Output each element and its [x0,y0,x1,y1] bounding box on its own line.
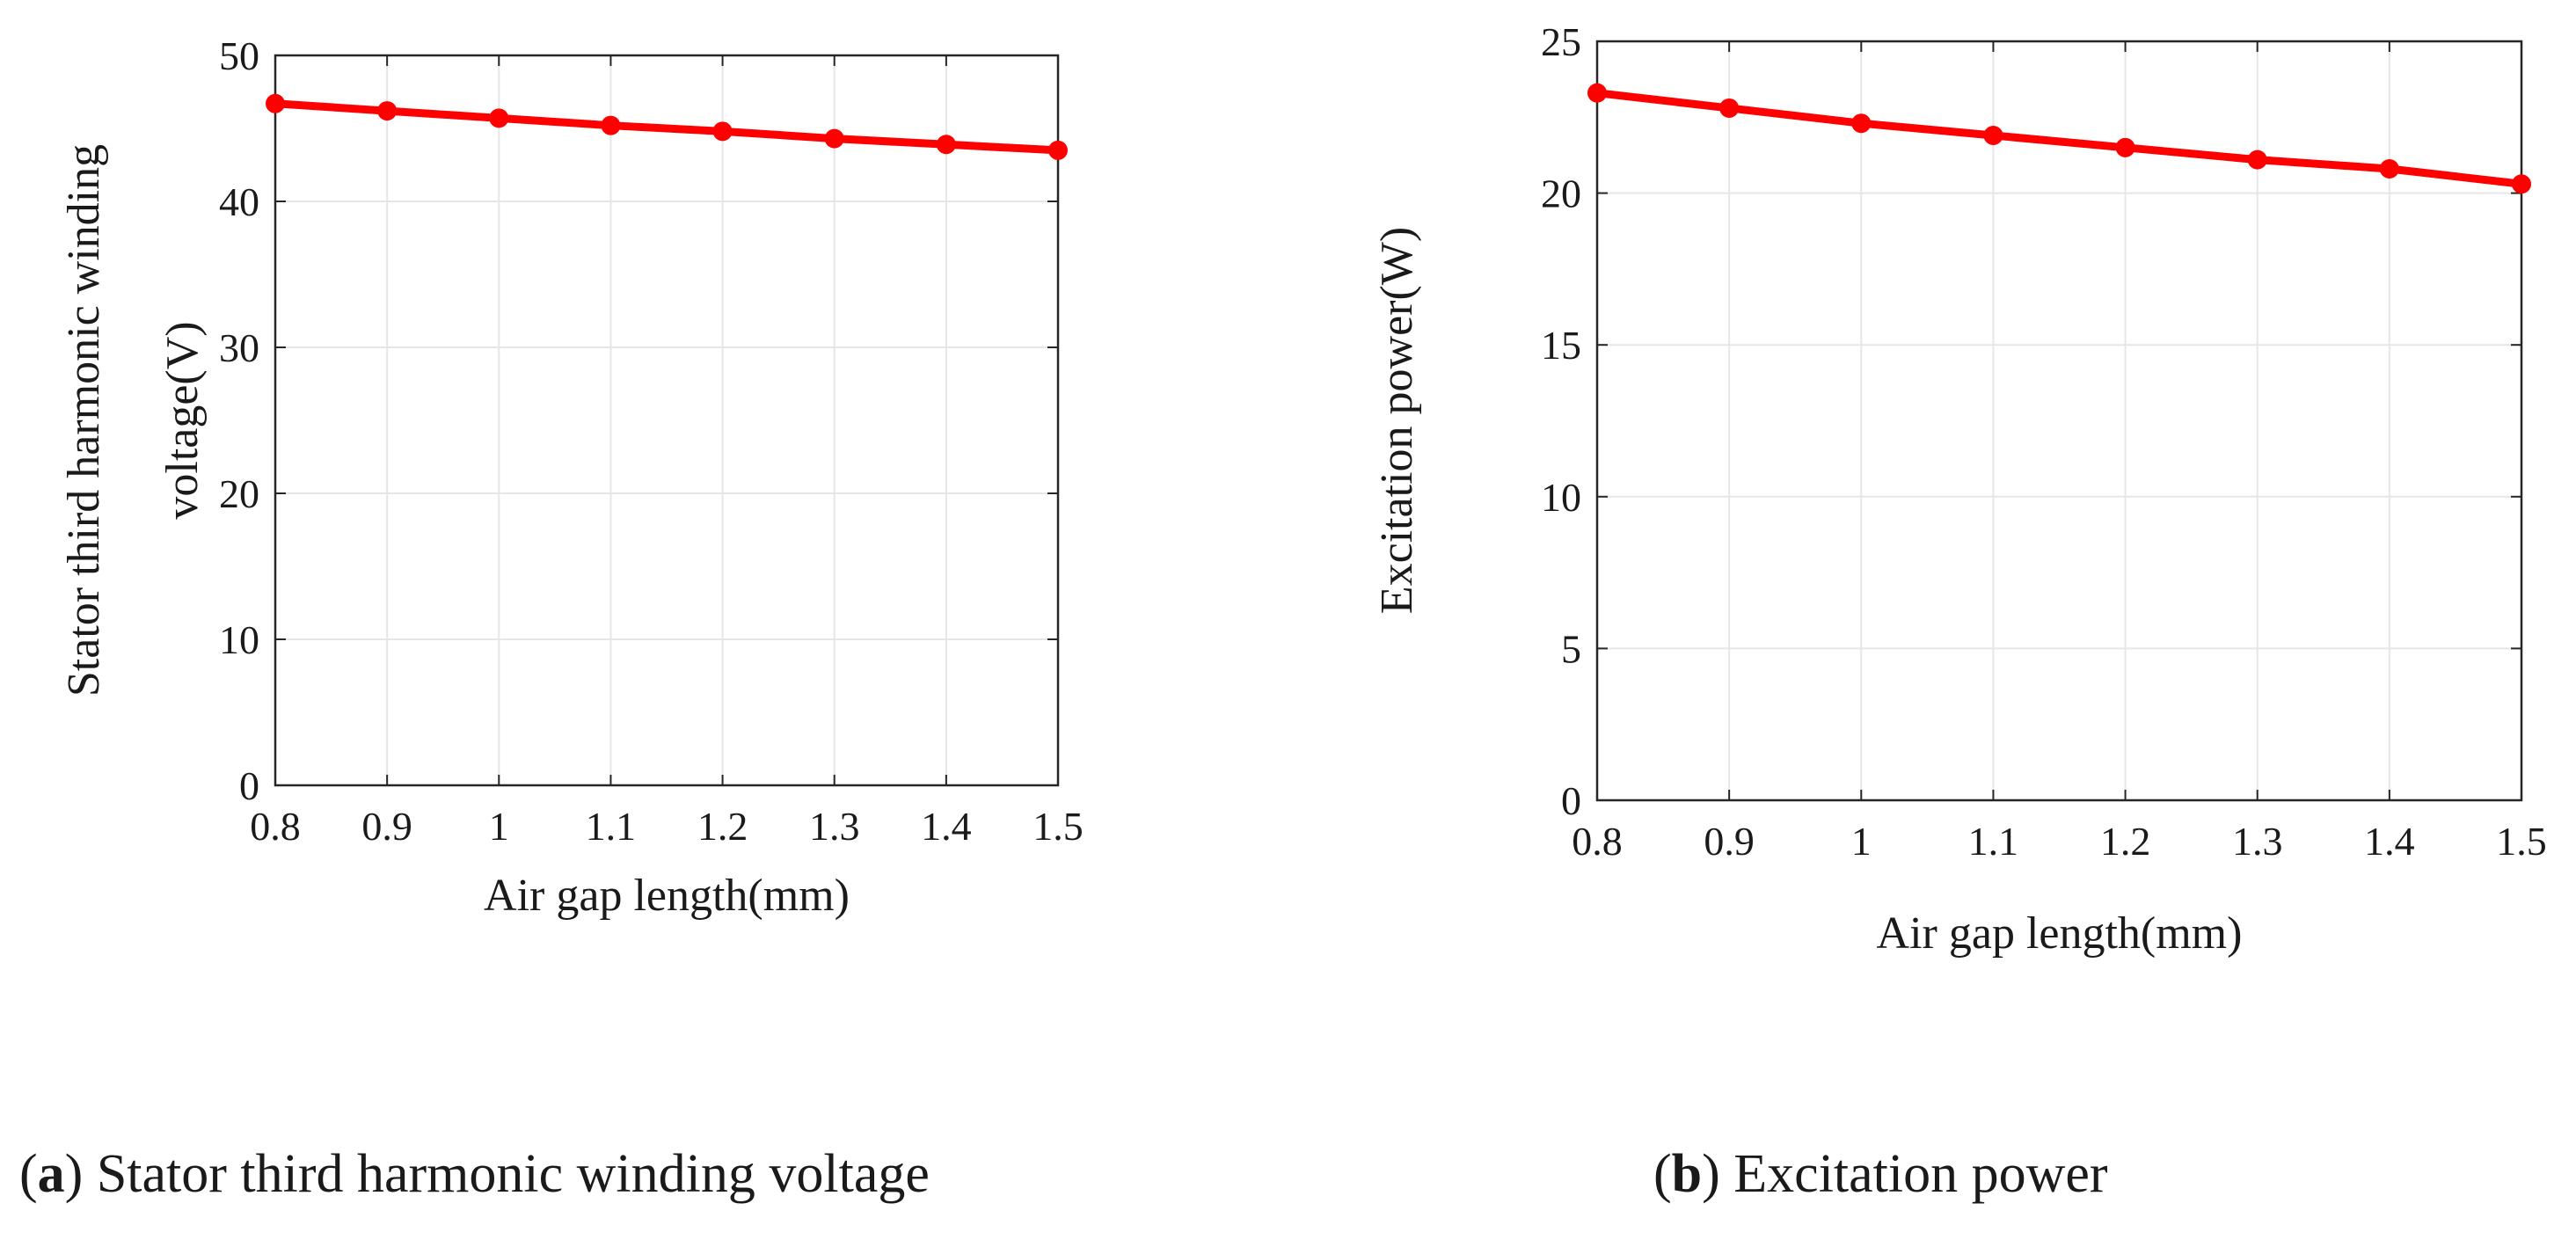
data-point [1719,98,1740,118]
x-tick-label: 1.1 [586,804,637,849]
caption-a-text: Stator third harmonic winding voltage [96,1144,930,1204]
caption-b-letter: b [1671,1144,1703,1204]
x-tick-label: 1.3 [809,804,860,849]
x-tick-label: 1.5 [2496,819,2547,864]
x-tick-label: 1.4 [2364,819,2415,864]
data-point [2115,137,2135,157]
x-tick-label: 0.8 [1572,819,1623,864]
data-point [489,108,509,128]
x-tick-label: 1.4 [921,804,972,849]
y-tick-label: 15 [1541,323,1581,368]
axes-b [1595,40,2523,802]
plot-frame [1595,40,2523,802]
x-tick-label: 0.8 [250,804,301,849]
y-tick-label: 25 [1541,19,1581,64]
x-axis-label-a: Air gap length(mm) [484,871,850,921]
series-line [271,99,1062,155]
data-point [601,115,621,135]
data-point [377,101,398,121]
y-tick-labels-a: 0 10 20 30 40 50 [219,33,259,808]
caption-b-text: Excitation power [1733,1144,2108,1204]
y-tick-label: 5 [1561,626,1581,671]
data-point [2379,158,2399,179]
x-tick-label: 1 [489,804,509,849]
y-axis-label-a-line1: Stator third harmonic winding [59,144,109,696]
chart-panel-a: 0.8 0.9 1 1.1 1.2 1.3 1.4 1.5 0 10 20 30 40 50 Air g… [59,33,1084,921]
x-tick-label: 1.3 [2232,819,2283,864]
caption-a-letter: a [37,1144,65,1204]
grid-lines-b [1596,40,2522,801]
caption-a: (a) Stator third harmonic winding voltag… [19,1144,930,1204]
y-tick-label: 40 [219,179,259,224]
data-point [1048,140,1068,160]
series-line [1593,89,2526,188]
chart-panel-b: 0.8 0.9 1 1.1 1.2 1.3 1.4 1.5 0 5 10 15 20 25 Air ga… [1372,19,2547,959]
y-tick-label: 0 [1561,778,1581,823]
y-tick-label: 20 [1541,171,1581,216]
data-point [266,93,285,113]
y-tick-label: 30 [219,325,259,370]
data-point [936,135,956,155]
x-tick-label: 0.9 [1704,819,1755,864]
x-tick-labels-b: 0.8 0.9 1 1.1 1.2 1.3 1.4 1.5 [1572,819,2547,864]
data-point [1983,126,2003,146]
y-tick-label: 20 [219,471,259,516]
x-tick-labels-a: 0.8 0.9 1 1.1 1.2 1.3 1.4 1.5 [250,804,1084,849]
y-tick-label: 10 [219,617,259,662]
data-point [1851,113,1872,134]
data-point [2512,174,2531,194]
data-point [712,121,733,142]
grid-lines-a [274,55,1059,786]
series-b [1587,83,2531,194]
y-tick-label: 10 [1541,475,1581,520]
data-point [1587,83,1607,103]
x-axis-label-b: Air gap length(mm) [1877,908,2243,959]
series-a [266,93,1068,160]
x-tick-label: 0.9 [361,804,412,849]
data-point [824,128,844,149]
x-tick-label: 1.2 [697,804,748,849]
y-axis-label-a-line2: voltage(V) [157,321,208,519]
x-tick-label: 1.1 [1968,819,2019,864]
caption-b: (b) Excitation power [1653,1144,2108,1204]
y-tick-label: 50 [219,33,259,78]
y-axis-label-b: Excitation power(W) [1372,227,1422,614]
axes-a [274,54,1060,787]
x-tick-label: 1.5 [1033,804,1084,849]
x-tick-label: 1.2 [2100,819,2151,864]
y-tick-labels-b: 0 5 10 15 20 25 [1541,19,1581,823]
x-tick-label: 1 [1851,819,1872,864]
plot-frame [274,54,1060,787]
data-point [2247,149,2267,170]
y-tick-label: 0 [239,763,259,808]
